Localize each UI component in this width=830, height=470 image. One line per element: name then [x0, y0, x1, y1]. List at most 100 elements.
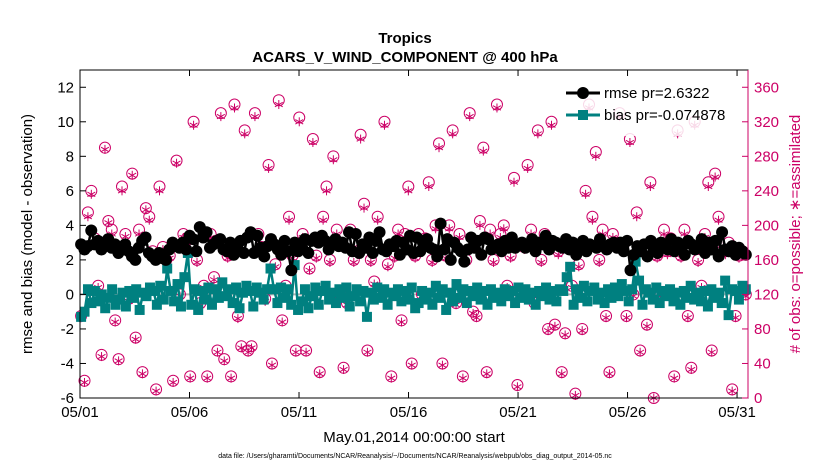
bias-point	[634, 275, 645, 286]
bias-point	[110, 299, 121, 310]
bias-point	[709, 292, 720, 303]
bias-point	[482, 299, 493, 310]
obs-assimilated-point	[172, 158, 181, 168]
bias-point	[513, 282, 524, 293]
bias-point	[541, 282, 552, 293]
bias-point	[189, 284, 200, 295]
rmse-point	[214, 233, 227, 246]
rmse-point	[458, 255, 471, 268]
bias-point	[613, 291, 624, 302]
bias-point	[299, 284, 310, 295]
obs-assimilated-point	[472, 313, 481, 323]
legend-box	[560, 80, 740, 136]
bias-point	[358, 285, 369, 296]
bias-point	[107, 284, 118, 295]
obs-assimilated-point	[479, 146, 488, 156]
bias-point	[379, 284, 390, 295]
bias-point	[76, 311, 87, 322]
obs-assimilated-point	[707, 347, 716, 357]
bias-point	[396, 296, 407, 307]
bias-point	[668, 296, 679, 307]
obs-assimilated-point	[625, 138, 635, 148]
bias-point	[279, 292, 290, 303]
obs-assimilated-point	[356, 134, 365, 144]
bias-point	[120, 301, 131, 312]
bias-point	[420, 294, 431, 305]
bias-point	[572, 284, 583, 295]
x-axis-label: May.01,2014 00:00:00 start	[323, 429, 505, 446]
obs-assimilated-point	[366, 257, 376, 267]
rmse-point	[258, 250, 271, 263]
x-tick-label: 05/31	[718, 404, 756, 421]
bias-point	[644, 287, 655, 298]
bias-point	[224, 284, 235, 295]
obs-assimilated-point	[407, 360, 416, 370]
bias-point	[79, 306, 90, 317]
y-tick-label: 2	[66, 252, 74, 269]
obs-assimilated-point	[591, 151, 600, 161]
y-axis-label: rmse and bias (model - observation)	[19, 114, 36, 354]
bias-point	[203, 282, 214, 293]
obs-assimilated-point	[247, 343, 256, 353]
bias-point	[706, 284, 717, 295]
obs-assimilated-point	[468, 308, 478, 318]
bias-point	[468, 291, 479, 302]
obs-assimilated-point	[117, 186, 127, 196]
bias-point	[492, 287, 503, 298]
legend-bias-marker	[578, 110, 588, 120]
bias-point	[430, 280, 441, 291]
legend-rmse-marker	[577, 87, 589, 99]
bias-point	[193, 304, 204, 315]
rmse-point	[624, 264, 637, 277]
y2-tick-label: 0	[754, 390, 762, 407]
obs-assimilated-point	[80, 377, 89, 387]
y-tick-label: 6	[66, 183, 74, 200]
bias-point	[702, 301, 713, 312]
bias-point	[654, 298, 665, 309]
bias-point	[327, 287, 338, 298]
bias-point	[448, 296, 459, 307]
obs-assimilated-point	[111, 317, 120, 327]
obs-assimilated-point	[687, 365, 696, 375]
bias-point	[268, 284, 279, 295]
obs-assimilated-point	[475, 220, 485, 230]
bias-point	[313, 299, 324, 310]
obs-assimilated-point	[710, 172, 720, 182]
obs-assimilated-point	[588, 215, 597, 225]
bias-point	[210, 284, 221, 295]
obs-assimilated-point	[329, 155, 338, 165]
bias-point	[740, 284, 751, 295]
bias-point	[661, 291, 672, 302]
bias-point	[341, 282, 352, 293]
obs-assimilated-point	[131, 334, 140, 344]
rmse-point	[190, 245, 203, 258]
obs-assimilated-point	[434, 143, 444, 153]
y-tick-label: 10	[57, 114, 74, 131]
bias-point	[485, 284, 496, 295]
bias-point	[454, 292, 465, 303]
obs-assimilated-point	[100, 144, 110, 154]
rmse-point	[251, 229, 264, 242]
bias-point	[365, 287, 376, 298]
bias-point	[489, 292, 500, 303]
bias-point	[169, 296, 180, 307]
bias-point	[286, 299, 297, 310]
bias-point	[558, 285, 569, 296]
obs-assimilated-point	[550, 321, 560, 331]
obs-assimilated-point	[465, 112, 474, 122]
obs-assimilated-point	[168, 377, 178, 387]
bias-point	[172, 279, 183, 290]
y2-tick-label: 120	[754, 286, 779, 303]
bias-point	[234, 303, 245, 314]
obs-assimilated-point	[642, 321, 652, 331]
obs-assimilated-point	[226, 373, 236, 383]
obs-assimilated-point	[547, 120, 556, 130]
bias-point	[296, 296, 307, 307]
bias-point	[227, 298, 238, 309]
bias-point	[162, 263, 173, 274]
x-tick-label: 05/01	[61, 404, 99, 421]
bias-point	[437, 284, 448, 295]
y2-tick-label: 200	[754, 217, 779, 234]
bias-point	[496, 296, 507, 307]
obs-assimilated-point	[83, 212, 93, 222]
